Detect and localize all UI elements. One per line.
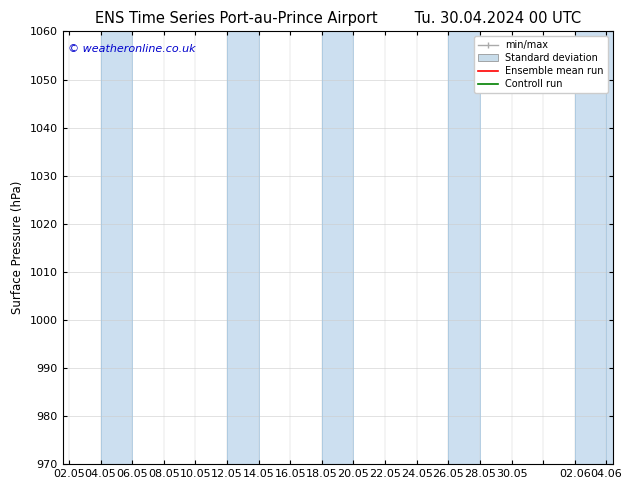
Legend: min/max, Standard deviation, Ensemble mean run, Controll run: min/max, Standard deviation, Ensemble me… xyxy=(474,36,608,93)
Y-axis label: Surface Pressure (hPa): Surface Pressure (hPa) xyxy=(11,181,24,315)
Bar xyxy=(448,31,480,464)
Title: ENS Time Series Port-au-Prince Airport        Tu. 30.04.2024 00 UTC: ENS Time Series Port-au-Prince Airport T… xyxy=(94,11,581,26)
Bar xyxy=(227,31,259,464)
Bar xyxy=(575,31,612,464)
Bar xyxy=(101,31,133,464)
Bar xyxy=(322,31,354,464)
Text: © weatheronline.co.uk: © weatheronline.co.uk xyxy=(68,45,196,54)
